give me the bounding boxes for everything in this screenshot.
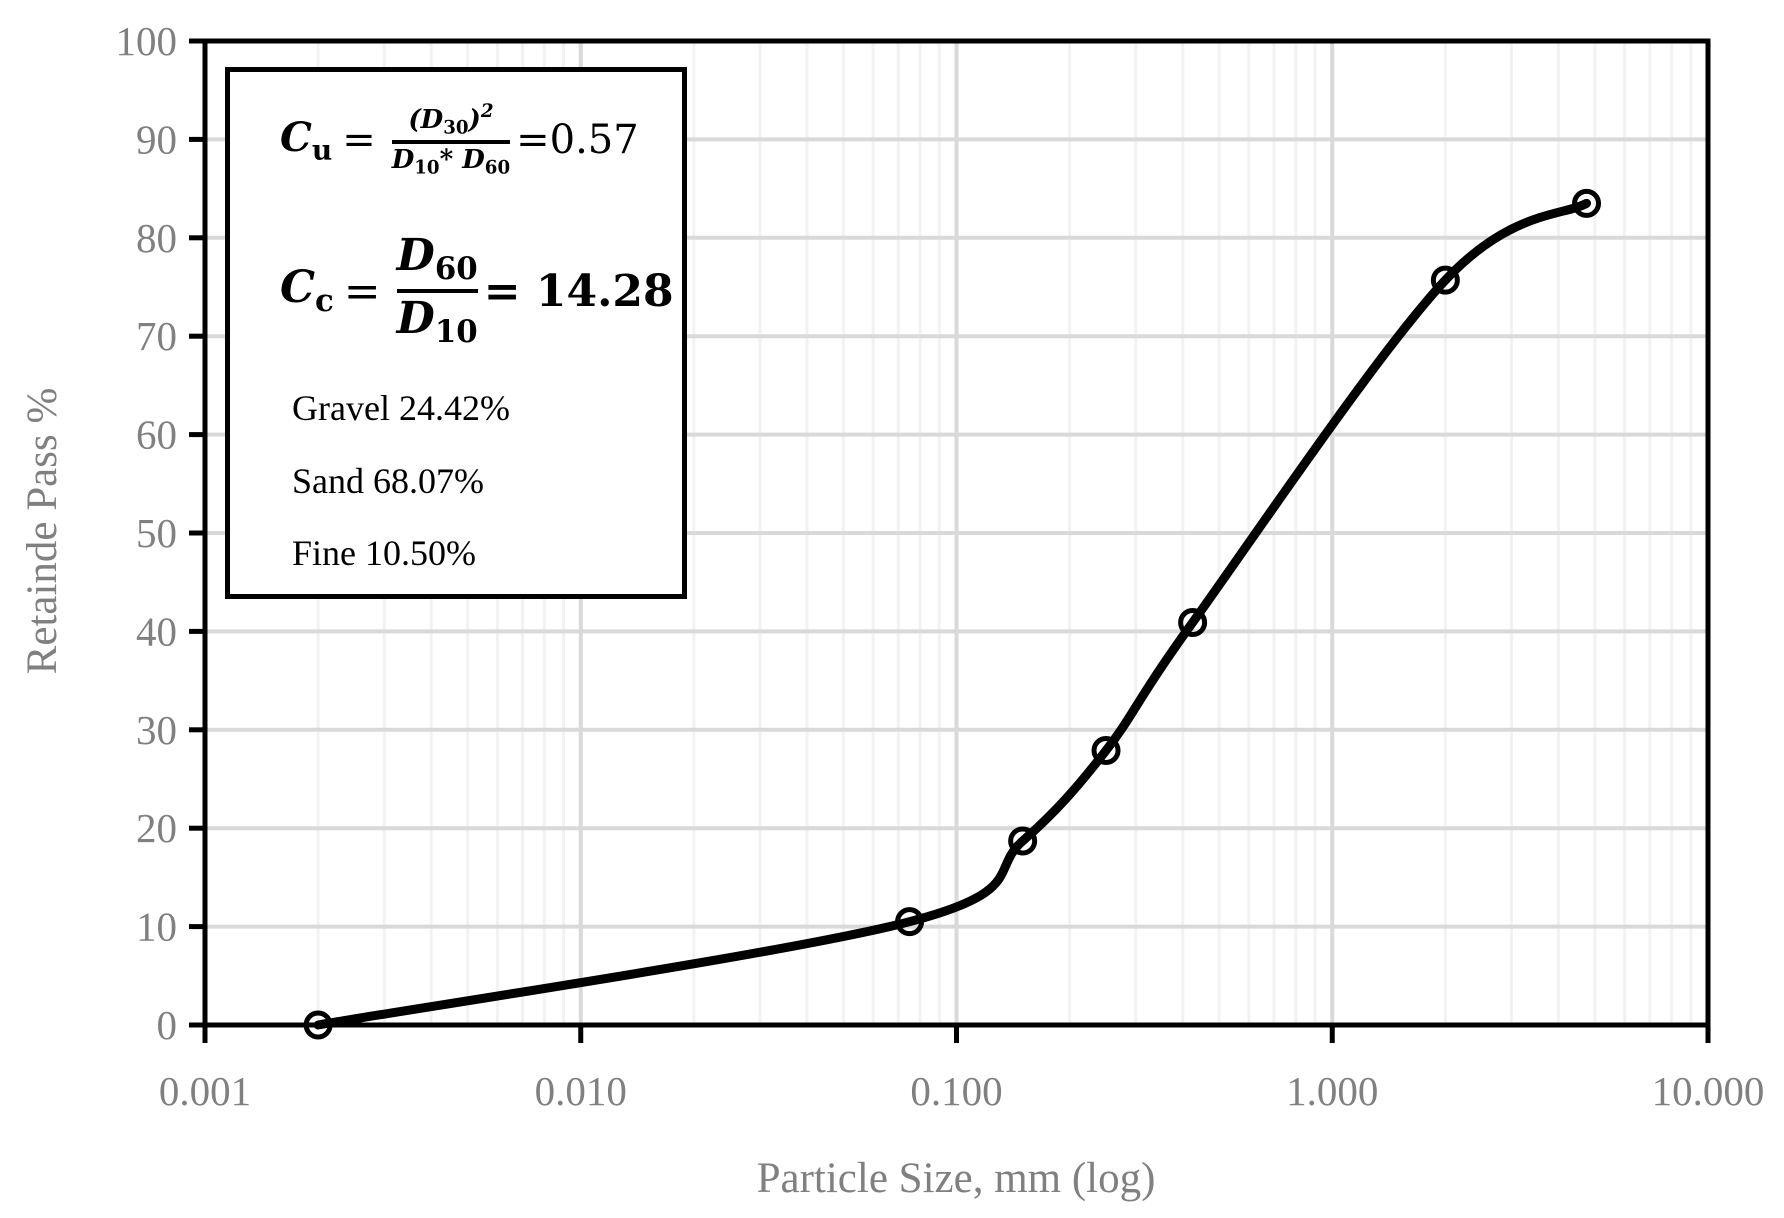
- gravel-percent: Gravel 24.42%: [292, 388, 510, 428]
- y-tick-label: 100: [116, 18, 178, 64]
- x-tick-label: 1.000: [1286, 1068, 1378, 1114]
- data-point-marker: [1430, 265, 1460, 295]
- y-tick-label: 80: [136, 215, 177, 261]
- cu-formula: Cu = (D30)2 D10* D60 =0.57: [280, 101, 639, 179]
- y-tick-label: 0: [157, 1002, 178, 1048]
- cc-value: = 14.28: [483, 265, 674, 317]
- coefficients-box: Cu = (D30)2 D10* D60 =0.57 Cc = D60 D10 …: [225, 67, 687, 599]
- y-tick-label: 30: [136, 707, 177, 753]
- data-point-marker: [1572, 188, 1602, 218]
- fine-percent: Fine 10.50%: [292, 533, 476, 573]
- y-tick-label: 70: [136, 313, 177, 359]
- y-tick-label: 10: [136, 904, 177, 950]
- data-point-marker: [895, 907, 925, 937]
- cc-formula: Cc = D60 D10 = 14.28: [280, 230, 674, 351]
- y-tick-label: 50: [136, 510, 177, 556]
- data-point-marker: [303, 1010, 333, 1040]
- y-axis-title: Retainde Pass %: [19, 388, 66, 675]
- y-axis: 0 10 20 30 40 50 60 70 80 90 100: [116, 18, 205, 1048]
- data-point-marker: [1178, 608, 1208, 638]
- x-tick-label: 0.001: [159, 1068, 251, 1114]
- x-tick-label: 0.010: [535, 1068, 627, 1114]
- cu-value: =0.57: [516, 117, 639, 164]
- x-axis: 0.001 0.010 0.100 1.000 10.000: [159, 1025, 1765, 1114]
- y-tick-label: 90: [136, 116, 177, 162]
- data-point-marker: [1091, 735, 1121, 765]
- x-tick-label: 10.000: [1652, 1068, 1765, 1114]
- x-tick-label: 0.100: [910, 1068, 1002, 1114]
- y-tick-label: 40: [136, 608, 177, 654]
- sand-percent: Sand 68.07%: [292, 461, 484, 501]
- data-point-marker: [1008, 826, 1038, 856]
- y-tick-label: 20: [136, 805, 177, 851]
- x-axis-title: Particle Size, mm (log): [757, 1155, 1156, 1202]
- y-tick-label: 60: [136, 412, 177, 458]
- data-markers: [303, 188, 1602, 1040]
